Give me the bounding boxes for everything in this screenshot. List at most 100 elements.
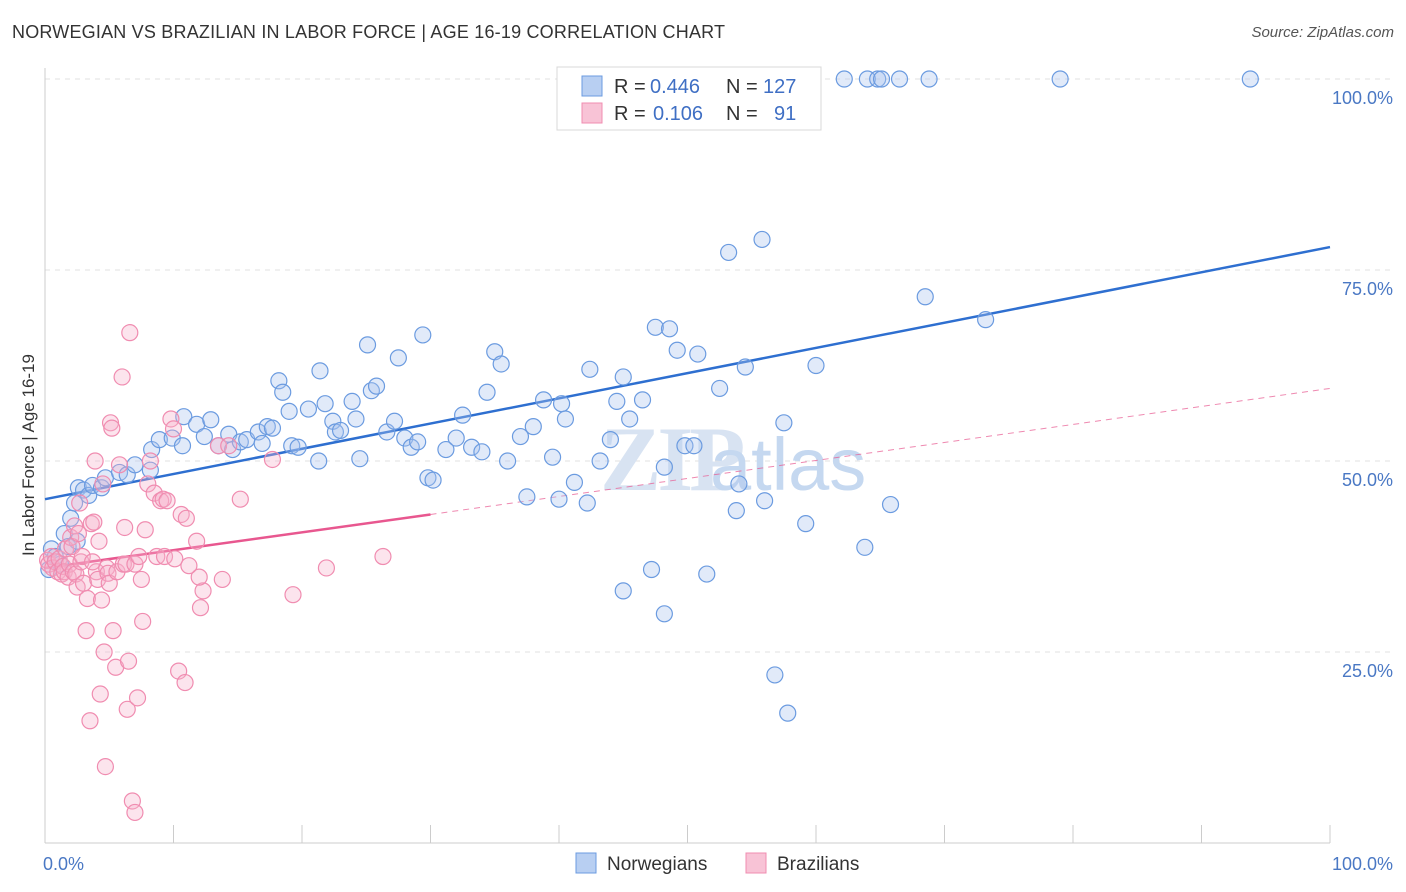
norwegians-point-118 — [920, 70, 938, 88]
norwegians-point-90 — [646, 318, 664, 336]
norwegians-point-48 — [343, 392, 361, 411]
norwegians-point-17 — [126, 456, 144, 474]
brazilians-point-89 — [180, 557, 198, 575]
norwegians-point-51 — [358, 336, 377, 354]
brazilians-point-78 — [191, 599, 210, 617]
norwegians-point-110 — [797, 515, 815, 533]
norwegians-point-83 — [591, 452, 609, 470]
brazilians-point-58 — [130, 547, 148, 566]
watermark: ZIP atlas — [600, 408, 866, 510]
brazilians-point-70 — [162, 410, 180, 428]
norwegians-point-40 — [289, 438, 307, 456]
norwegians-point-44 — [316, 395, 334, 413]
brazilians-point-49 — [116, 518, 134, 537]
norwegians-point-66 — [463, 438, 481, 456]
norwegians-point-93 — [655, 605, 673, 623]
norwegians-point-23 — [173, 437, 192, 455]
legend-swatch-brazilians — [745, 852, 767, 874]
norwegians-point-105 — [753, 230, 771, 249]
norwegians-point-106 — [755, 492, 774, 510]
norwegians-point-103 — [730, 475, 748, 493]
brazilians-point-22 — [73, 547, 91, 566]
norwegians-point-117 — [916, 288, 934, 306]
brazilians-point-37 — [96, 757, 114, 776]
norwegians-point-79 — [556, 410, 575, 428]
norwegians-point-53 — [367, 377, 386, 395]
series-legend: Norwegians Brazilians — [575, 852, 859, 875]
norwegians-point-102 — [727, 502, 745, 520]
brazilians-point-68 — [155, 547, 174, 566]
norwegians-point-73 — [518, 488, 536, 506]
norwegians-point-84 — [601, 431, 620, 449]
brazilians-point-20 — [71, 494, 89, 512]
norwegians-point-59 — [409, 433, 427, 451]
brazilians-point-29 — [86, 452, 104, 470]
norwegians-point-55 — [385, 412, 404, 430]
norwegians-point-114 — [869, 70, 887, 88]
brazilians-point-35 — [94, 475, 112, 493]
norwegians-point-111 — [807, 356, 825, 375]
stats-r-label-norwegians: R = — [614, 76, 646, 98]
norwegians-point-100 — [711, 379, 729, 398]
stats-n-label-brazilians: N = — [726, 103, 758, 125]
watermark-atlas: atlas — [710, 423, 866, 506]
brazilians-point-61 — [136, 521, 154, 539]
norwegians-point-80 — [565, 473, 584, 491]
brazilians-point-28 — [85, 513, 103, 531]
trend-lines — [44, 245, 1331, 570]
brazilians-point-72 — [166, 550, 184, 568]
axes — [44, 68, 1331, 844]
stats-swatch-norwegians — [581, 75, 603, 97]
brazilians-point-83 — [263, 450, 282, 469]
norwegians-point-57 — [396, 429, 414, 447]
brazilians-point-33 — [91, 685, 109, 703]
brazilians-point-75 — [176, 673, 194, 692]
norwegians-point-33 — [253, 434, 271, 453]
norwegians-point-122 — [881, 495, 900, 514]
norwegians-point-87 — [621, 410, 639, 428]
brazilians-point-86 — [374, 547, 392, 566]
norwegians-point-104 — [736, 358, 754, 376]
norwegians-point-49 — [347, 410, 365, 428]
norwegians-point-72 — [511, 427, 530, 446]
legend-label-norwegians: Norwegians — [607, 854, 707, 875]
brazilians-point-24 — [77, 622, 95, 640]
stats-r-label-brazilians: R = — [614, 103, 646, 125]
norwegians-point-47 — [331, 421, 350, 440]
brazilians-point-50 — [117, 555, 135, 573]
series-brazilians — [38, 324, 392, 822]
norwegians-point-99 — [698, 565, 716, 583]
norwegians-point-76 — [543, 448, 562, 466]
brazilians-point-36 — [95, 643, 113, 661]
brazilians-point-34 — [92, 591, 111, 609]
trend-line-norwegians — [44, 245, 1331, 501]
brazilians-point-63 — [141, 452, 159, 470]
norwegians-point-56 — [389, 349, 407, 367]
norwegians-point-71 — [499, 452, 517, 470]
norwegians-point-74 — [524, 418, 542, 436]
brazilians-point-46 — [110, 456, 129, 474]
norwegians-point-85 — [614, 368, 632, 386]
y-tick-label-1: 50.0% — [1342, 470, 1393, 490]
brazilians-point-19 — [69, 524, 88, 543]
brazilians-point-84 — [284, 586, 302, 604]
norwegians-point-101 — [720, 243, 738, 262]
norwegians-point-68 — [478, 383, 496, 401]
chart-title: NORWEGIAN VS BRAZILIAN IN LABOR FORCE | … — [12, 22, 726, 42]
stats-swatch-brazilians — [581, 102, 603, 124]
brazilians-point-82 — [231, 490, 249, 508]
norwegians-point-77 — [550, 490, 568, 508]
brazilians-point-62 — [139, 475, 157, 493]
x-tick-label-0: 0.0% — [43, 854, 84, 874]
brazilians-point-55 — [126, 803, 144, 822]
norwegians-point-41 — [299, 400, 318, 418]
norwegians-point-26 — [202, 411, 220, 429]
source-label: Source: ZipAtlas.com — [1251, 24, 1394, 41]
y-tick-label-2: 75.0% — [1342, 279, 1393, 299]
norwegians-point-81 — [578, 494, 596, 512]
norwegians-point-63 — [437, 440, 455, 459]
y-tick-label-3: 100.0% — [1332, 88, 1393, 108]
norwegians-point-22 — [175, 408, 193, 426]
y-tick-labels: 25.0% 50.0% 75.0% 100.0% — [1332, 88, 1393, 681]
